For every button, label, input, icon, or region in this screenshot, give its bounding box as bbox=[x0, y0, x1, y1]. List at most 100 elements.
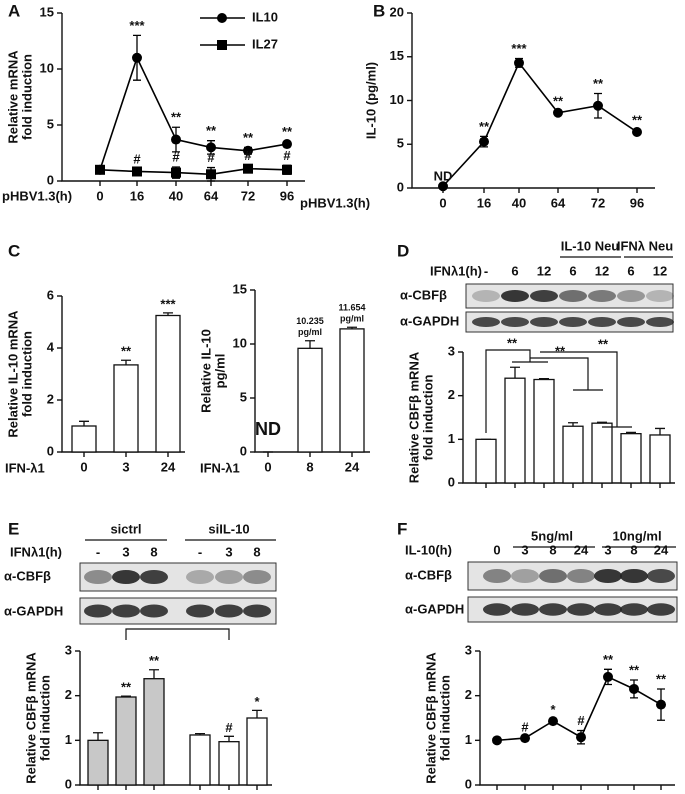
group-label: 10ng/ml bbox=[612, 528, 661, 543]
y-tick-label: 2 bbox=[465, 687, 472, 702]
x-tick-label: 40 bbox=[169, 188, 183, 203]
blot-strip bbox=[465, 283, 674, 309]
point-label: ** bbox=[593, 76, 604, 91]
point-label: 11.654 bbox=[338, 303, 365, 313]
bar bbox=[339, 328, 365, 453]
point-label: # bbox=[577, 713, 585, 728]
legend-label: IL27 bbox=[252, 36, 278, 51]
y-tick-label: 0 bbox=[465, 776, 472, 791]
y-tick-label: 2 bbox=[47, 391, 54, 406]
lane-header: IFNλ1(h) bbox=[10, 544, 62, 559]
point bbox=[632, 127, 642, 137]
x-tick-label: 0 bbox=[264, 459, 271, 474]
point bbox=[243, 145, 253, 156]
blot-band bbox=[620, 603, 648, 616]
y-axis-label: fold induction bbox=[420, 374, 435, 460]
series-line bbox=[99, 167, 288, 176]
error-bar bbox=[305, 340, 315, 349]
point-label: pg/ml bbox=[298, 327, 322, 337]
bar bbox=[562, 425, 584, 484]
bar bbox=[620, 433, 642, 484]
point-label: ** bbox=[149, 653, 160, 668]
point bbox=[132, 166, 142, 177]
y-tick-label: 0 bbox=[47, 172, 54, 187]
point-label: ** bbox=[656, 671, 667, 686]
point bbox=[282, 139, 292, 150]
blot-band bbox=[617, 290, 645, 302]
blot-band bbox=[559, 290, 587, 302]
y-tick-label: 3 bbox=[65, 642, 72, 657]
point-label: # bbox=[521, 720, 529, 735]
x-tick-label: 16 bbox=[477, 195, 491, 210]
point-label: # bbox=[172, 149, 180, 164]
y-tick-label: 1 bbox=[65, 732, 72, 747]
y-tick-label: 10 bbox=[233, 335, 247, 350]
lane-label: 8 bbox=[150, 544, 157, 559]
y-tick-label: 2 bbox=[65, 687, 72, 702]
comparison-label: ** bbox=[598, 336, 609, 351]
lane-label: 6 bbox=[627, 263, 634, 278]
y-axis-label: Relative CBFβ mRNA bbox=[23, 652, 38, 784]
y-axis-label: pg/ml bbox=[212, 354, 227, 389]
x-axis-label: IFN-λ1 bbox=[200, 460, 240, 475]
blot-band bbox=[140, 604, 168, 618]
x-tick-label: 96 bbox=[280, 188, 294, 203]
lane-label: 12 bbox=[595, 263, 609, 278]
blot-band bbox=[620, 569, 648, 583]
point-label: ** bbox=[121, 680, 132, 695]
point-label: # bbox=[244, 148, 252, 163]
point bbox=[603, 671, 613, 682]
bar bbox=[246, 717, 268, 786]
group-label: sictrl bbox=[110, 521, 141, 536]
y-tick-label: 20 bbox=[390, 4, 404, 19]
x-tick-label: 0 bbox=[80, 459, 87, 474]
error-bar bbox=[224, 735, 234, 742]
point-label: ** bbox=[282, 124, 293, 139]
point-label: *** bbox=[511, 41, 527, 56]
point-label: ** bbox=[243, 130, 254, 145]
lane-label: 24 bbox=[574, 542, 589, 557]
panel-letter: B bbox=[373, 1, 385, 20]
point bbox=[479, 136, 489, 147]
point bbox=[553, 107, 563, 118]
comparison-label: ** bbox=[507, 335, 518, 350]
y-tick-label: 15 bbox=[233, 281, 247, 296]
bar bbox=[115, 696, 137, 786]
blot-band bbox=[588, 290, 616, 302]
bar bbox=[591, 422, 613, 484]
blot-band bbox=[215, 604, 243, 618]
x-tick-label: 24 bbox=[161, 459, 176, 474]
bar bbox=[649, 434, 671, 484]
y-tick-label: 2 bbox=[448, 387, 455, 402]
point bbox=[514, 57, 524, 68]
point-label: ND bbox=[255, 419, 281, 439]
comparison-bracket bbox=[125, 628, 230, 640]
blot-band bbox=[530, 290, 558, 302]
axes bbox=[411, 13, 655, 189]
point bbox=[132, 52, 142, 63]
group-label: 5ng/ml bbox=[531, 528, 573, 543]
y-axis-label: fold induction bbox=[19, 54, 34, 140]
lane-label: 3 bbox=[225, 544, 232, 559]
blot-band bbox=[617, 317, 645, 327]
point bbox=[171, 167, 181, 178]
row-label: α-CBFβ bbox=[405, 567, 452, 582]
error-bar bbox=[655, 427, 665, 435]
lane-header: IFNλ1(h) bbox=[430, 263, 482, 278]
point-label: * bbox=[254, 694, 260, 709]
y-tick-label: 1 bbox=[465, 732, 472, 747]
row-label: α-GAPDH bbox=[4, 603, 63, 618]
point-label: * bbox=[550, 702, 556, 717]
y-tick-label: 0 bbox=[397, 179, 404, 194]
error-bar bbox=[252, 709, 262, 718]
blot-band bbox=[84, 604, 112, 618]
point-label: # bbox=[133, 152, 141, 167]
y-tick-label: 3 bbox=[448, 343, 455, 358]
comparison-label: ** bbox=[555, 343, 566, 358]
y-tick-label: 4 bbox=[47, 339, 55, 354]
x-tick-label: 16 bbox=[130, 188, 144, 203]
lane-label: 3 bbox=[521, 542, 528, 557]
group-label: IL-10 Neu bbox=[561, 238, 620, 253]
y-tick-label: 10 bbox=[40, 60, 54, 75]
